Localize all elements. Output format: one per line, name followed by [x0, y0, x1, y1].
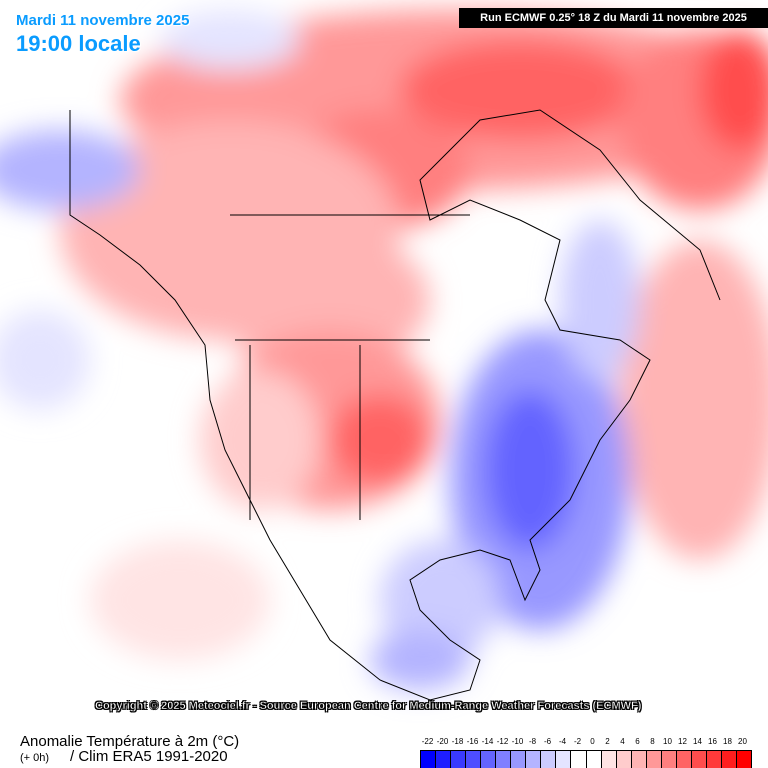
legend-label: 8: [650, 737, 655, 746]
legend-swatch: [646, 751, 662, 768]
legend-swatch: [526, 751, 542, 768]
legend-label: 12: [678, 737, 687, 746]
legend-label: -2: [573, 737, 582, 746]
legend-swatch: [511, 751, 527, 768]
legend-swatch: [691, 751, 707, 768]
legend-label: -12: [496, 737, 509, 746]
legend-label: -8: [528, 737, 537, 746]
legend-label: -22: [421, 737, 434, 746]
legend-label: 20: [738, 737, 747, 746]
legend-label: -4: [558, 737, 567, 746]
legend-swatch: [631, 751, 647, 768]
legend-label: -18: [451, 737, 464, 746]
legend-label: 16: [708, 737, 717, 746]
anomaly-field: [0, 10, 768, 690]
legend-swatch: [721, 751, 737, 768]
temperature-anomaly-map: [0, 10, 768, 701]
legend-swatch: [571, 751, 587, 768]
legend-swatch: [661, 751, 677, 768]
legend-swatch: [586, 751, 602, 768]
legend-swatch: [541, 751, 557, 768]
legend-swatch: [601, 751, 617, 768]
legend-swatch: [436, 751, 452, 768]
legend-label: 10: [663, 737, 672, 746]
run-info-banner: Run ECMWF 0.25° 18 Z du Mardi 11 novembr…: [459, 8, 768, 28]
parameter-title: Anomalie Température à 2m (°C): [20, 733, 240, 750]
legend-label: 2: [605, 737, 610, 746]
legend-swatch: [616, 751, 632, 768]
legend-label: 14: [693, 737, 702, 746]
legend-label: -14: [481, 737, 494, 746]
legend-label: -10: [511, 737, 524, 746]
legend-swatch: [556, 751, 572, 768]
legend-label: -16: [466, 737, 479, 746]
copyright-notice: Copyright © 2025 Meteociel.fr - Source E…: [95, 700, 642, 712]
legend-label: 4: [620, 737, 625, 746]
legend-label: -20: [436, 737, 449, 746]
legend-label: 0: [590, 737, 595, 746]
forecast-local-time: 19:00 locale: [16, 31, 141, 56]
legend-swatch: [481, 751, 497, 768]
legend-label: -6: [543, 737, 552, 746]
legend-swatch: [451, 751, 467, 768]
color-scale-legend: -22 -20 -18 -16 -14 -12 -10 -8 -6 -4 -2 0 2 4 6 8 10 12 14…: [420, 737, 752, 768]
legend-label: 6: [635, 737, 640, 746]
climatology-reference: / Clim ERA5 1991-2020: [70, 748, 228, 765]
legend-swatch: [496, 751, 512, 768]
lead-time: (+ 0h): [20, 752, 50, 764]
coastlines: [69, 109, 721, 701]
legend-swatch: [706, 751, 722, 768]
legend-label: 18: [723, 737, 732, 746]
legend-color-bar: [420, 750, 752, 768]
forecast-date: Mardi 11 novembre 2025: [16, 12, 190, 29]
legend-swatch: [466, 751, 482, 768]
legend-swatch: [676, 751, 692, 768]
legend-swatch: [736, 751, 752, 768]
legend-labels: -22 -20 -18 -16 -14 -12 -10 -8 -6 -4 -2 0 2 4 6 8 10 12 14…: [420, 737, 752, 747]
legend-swatch: [421, 751, 437, 768]
